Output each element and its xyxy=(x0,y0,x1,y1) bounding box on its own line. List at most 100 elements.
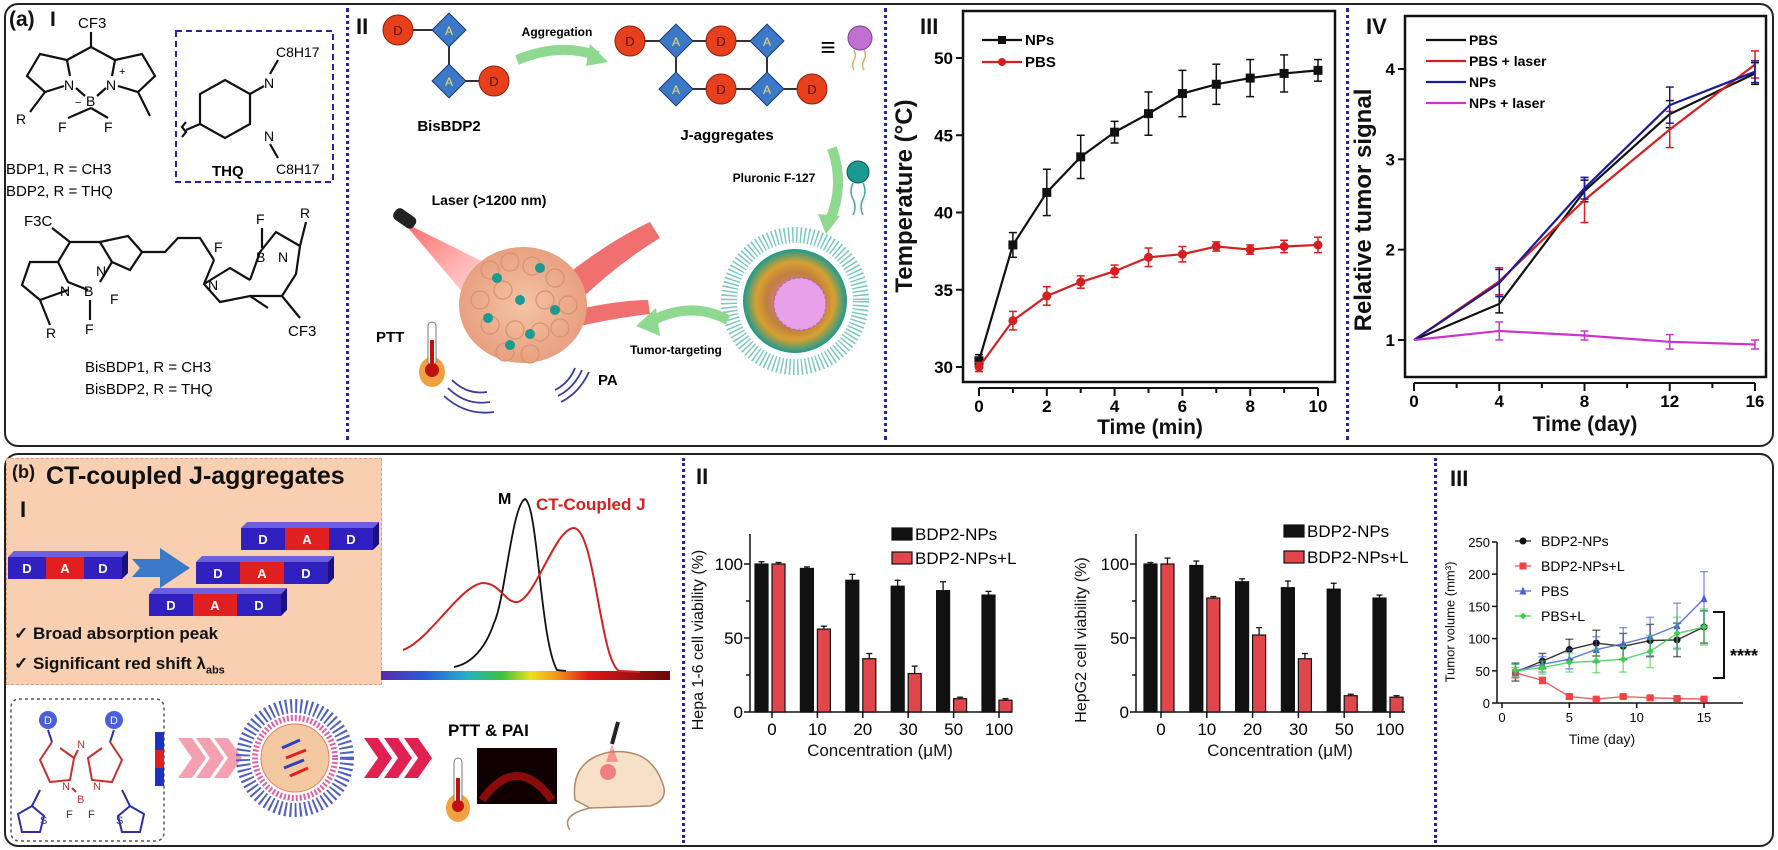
data-point xyxy=(974,362,984,372)
x-tick-label: 50 xyxy=(1335,720,1354,739)
x-tick-label: 4 xyxy=(1110,397,1120,416)
x-tick-label: 30 xyxy=(1289,720,1308,739)
legend-swatch xyxy=(1283,524,1305,538)
series-line xyxy=(1515,598,1705,672)
temperature-x-label: Time (min) xyxy=(1097,416,1203,439)
atom-label: R xyxy=(16,111,26,127)
series-line xyxy=(1515,672,1705,700)
x-tick-label: 100 xyxy=(1376,720,1404,739)
data-point xyxy=(1565,658,1573,666)
series-bdp2-nps-l xyxy=(1511,666,1708,703)
x-tick-label: 0 xyxy=(1498,710,1505,725)
bar-bdp2-nps xyxy=(1280,587,1296,713)
panel-b-section-I-label: I xyxy=(20,497,27,522)
atom-charge: + xyxy=(119,66,125,78)
x-tick-label: 5 xyxy=(1566,710,1573,725)
series-pbs-l xyxy=(1511,608,1708,678)
atom-label: N xyxy=(208,277,218,293)
data-point xyxy=(1565,693,1573,701)
feature-broad-absorption: ✓ Broad absorption peak xyxy=(14,624,219,643)
spectrum-curve-ct-coupled-j xyxy=(402,526,641,673)
pa-waves-icon xyxy=(443,367,590,414)
y-tick-label: 0 xyxy=(1120,703,1129,722)
y-tick-label: 40 xyxy=(934,204,953,223)
legend-label: PBS+L xyxy=(1541,608,1585,624)
significance-label: **** xyxy=(1730,646,1758,666)
legend-label: PBS + laser xyxy=(1469,53,1547,69)
atom-label: N xyxy=(77,739,85,751)
acceptor-letter: A xyxy=(763,83,771,97)
y-tick-label: 100 xyxy=(1101,555,1129,574)
data-point xyxy=(1646,647,1654,655)
legend-label: BDP2-NPs xyxy=(1541,533,1609,549)
dad-letter: D xyxy=(301,566,310,581)
data-point xyxy=(1076,152,1086,162)
micelle-nanoparticle xyxy=(721,227,869,375)
y-tick-label: 50 xyxy=(934,49,953,68)
thq-n: N xyxy=(264,75,274,91)
bis-cf3: CF3 xyxy=(288,323,316,340)
ptt-pai-label: PTT & PAI xyxy=(448,721,529,740)
laser-label: Laser (>1200 nm) xyxy=(432,192,547,208)
y-tick-label: 50 xyxy=(724,629,743,648)
data-point xyxy=(1519,537,1527,545)
y-tick-label: 2 xyxy=(1386,241,1395,260)
feature-red-shift-subscript: abs xyxy=(205,664,225,677)
data-point xyxy=(1211,241,1221,251)
bisbdp2-label: BisBDP2, R = THQ xyxy=(85,381,213,398)
atom-label: N xyxy=(60,283,70,299)
bar-bdp2-nps-l xyxy=(771,563,786,713)
y-tick-label: 100 xyxy=(1468,632,1490,647)
bar-bdp2-nps-l xyxy=(1206,597,1221,713)
x-tick-label: 16 xyxy=(1746,392,1765,411)
dad-letter: D xyxy=(98,561,107,576)
legend-label: BDP2-NPs xyxy=(1307,522,1389,541)
pluronic-label: Pluronic F-127 xyxy=(733,171,816,185)
hepg2-x-label: Concentration (μM) xyxy=(1207,741,1353,760)
bar-bdp2-nps xyxy=(1189,564,1204,713)
y-tick-label: 0 xyxy=(1483,696,1490,711)
x-tick-label: 50 xyxy=(944,720,963,739)
j-aggregates-schematic xyxy=(614,23,828,107)
tumor-targeting-arrow xyxy=(647,305,731,327)
nanoparticle-micelle xyxy=(236,699,354,817)
x-tick-label: 4 xyxy=(1495,392,1505,411)
legend-label: PBS xyxy=(1541,583,1569,599)
data-point xyxy=(1313,240,1323,250)
bdp2-label: BDP2, R = THQ xyxy=(6,183,113,200)
pluronic-icon xyxy=(846,160,870,216)
atom-label: B xyxy=(84,283,93,299)
bar-bdp2-nps-l xyxy=(862,658,877,713)
dad-stack xyxy=(149,522,379,616)
data-point xyxy=(1592,695,1600,703)
bar-bdp2-nps-l xyxy=(998,699,1013,713)
data-point xyxy=(998,36,1006,44)
aggregation-arrowhead xyxy=(586,44,608,66)
chevrons-red xyxy=(364,738,432,778)
series-pbs xyxy=(1413,61,1759,342)
atom-label: F xyxy=(104,119,113,135)
spectrum-bar xyxy=(381,671,670,680)
data-point xyxy=(1538,664,1546,672)
dad-single xyxy=(8,551,128,579)
data-point xyxy=(974,356,984,366)
x-tick-label: 100 xyxy=(985,720,1013,739)
thq-structure xyxy=(180,59,279,159)
legend-swatch xyxy=(891,551,913,565)
x-tick-label: 0 xyxy=(767,720,776,739)
bisbdp2-schematic xyxy=(382,12,510,99)
series-line xyxy=(1515,626,1705,673)
y-tick-label: 3 xyxy=(1386,150,1395,169)
data-point xyxy=(1538,676,1546,684)
data-point xyxy=(1279,68,1289,78)
atom-label: D xyxy=(44,715,52,727)
data-point xyxy=(1700,695,1708,703)
bar-bdp2-nps-l xyxy=(1389,696,1404,713)
bar-bdp2-nps xyxy=(1372,597,1387,713)
data-point xyxy=(1144,109,1153,119)
data-point xyxy=(1110,127,1120,137)
spectrum-curve-monomer xyxy=(453,498,567,672)
y-tick-label: 45 xyxy=(934,126,953,145)
donor-letter: D xyxy=(393,23,402,38)
panel-b-title: CT-coupled J-aggregates xyxy=(46,462,345,490)
